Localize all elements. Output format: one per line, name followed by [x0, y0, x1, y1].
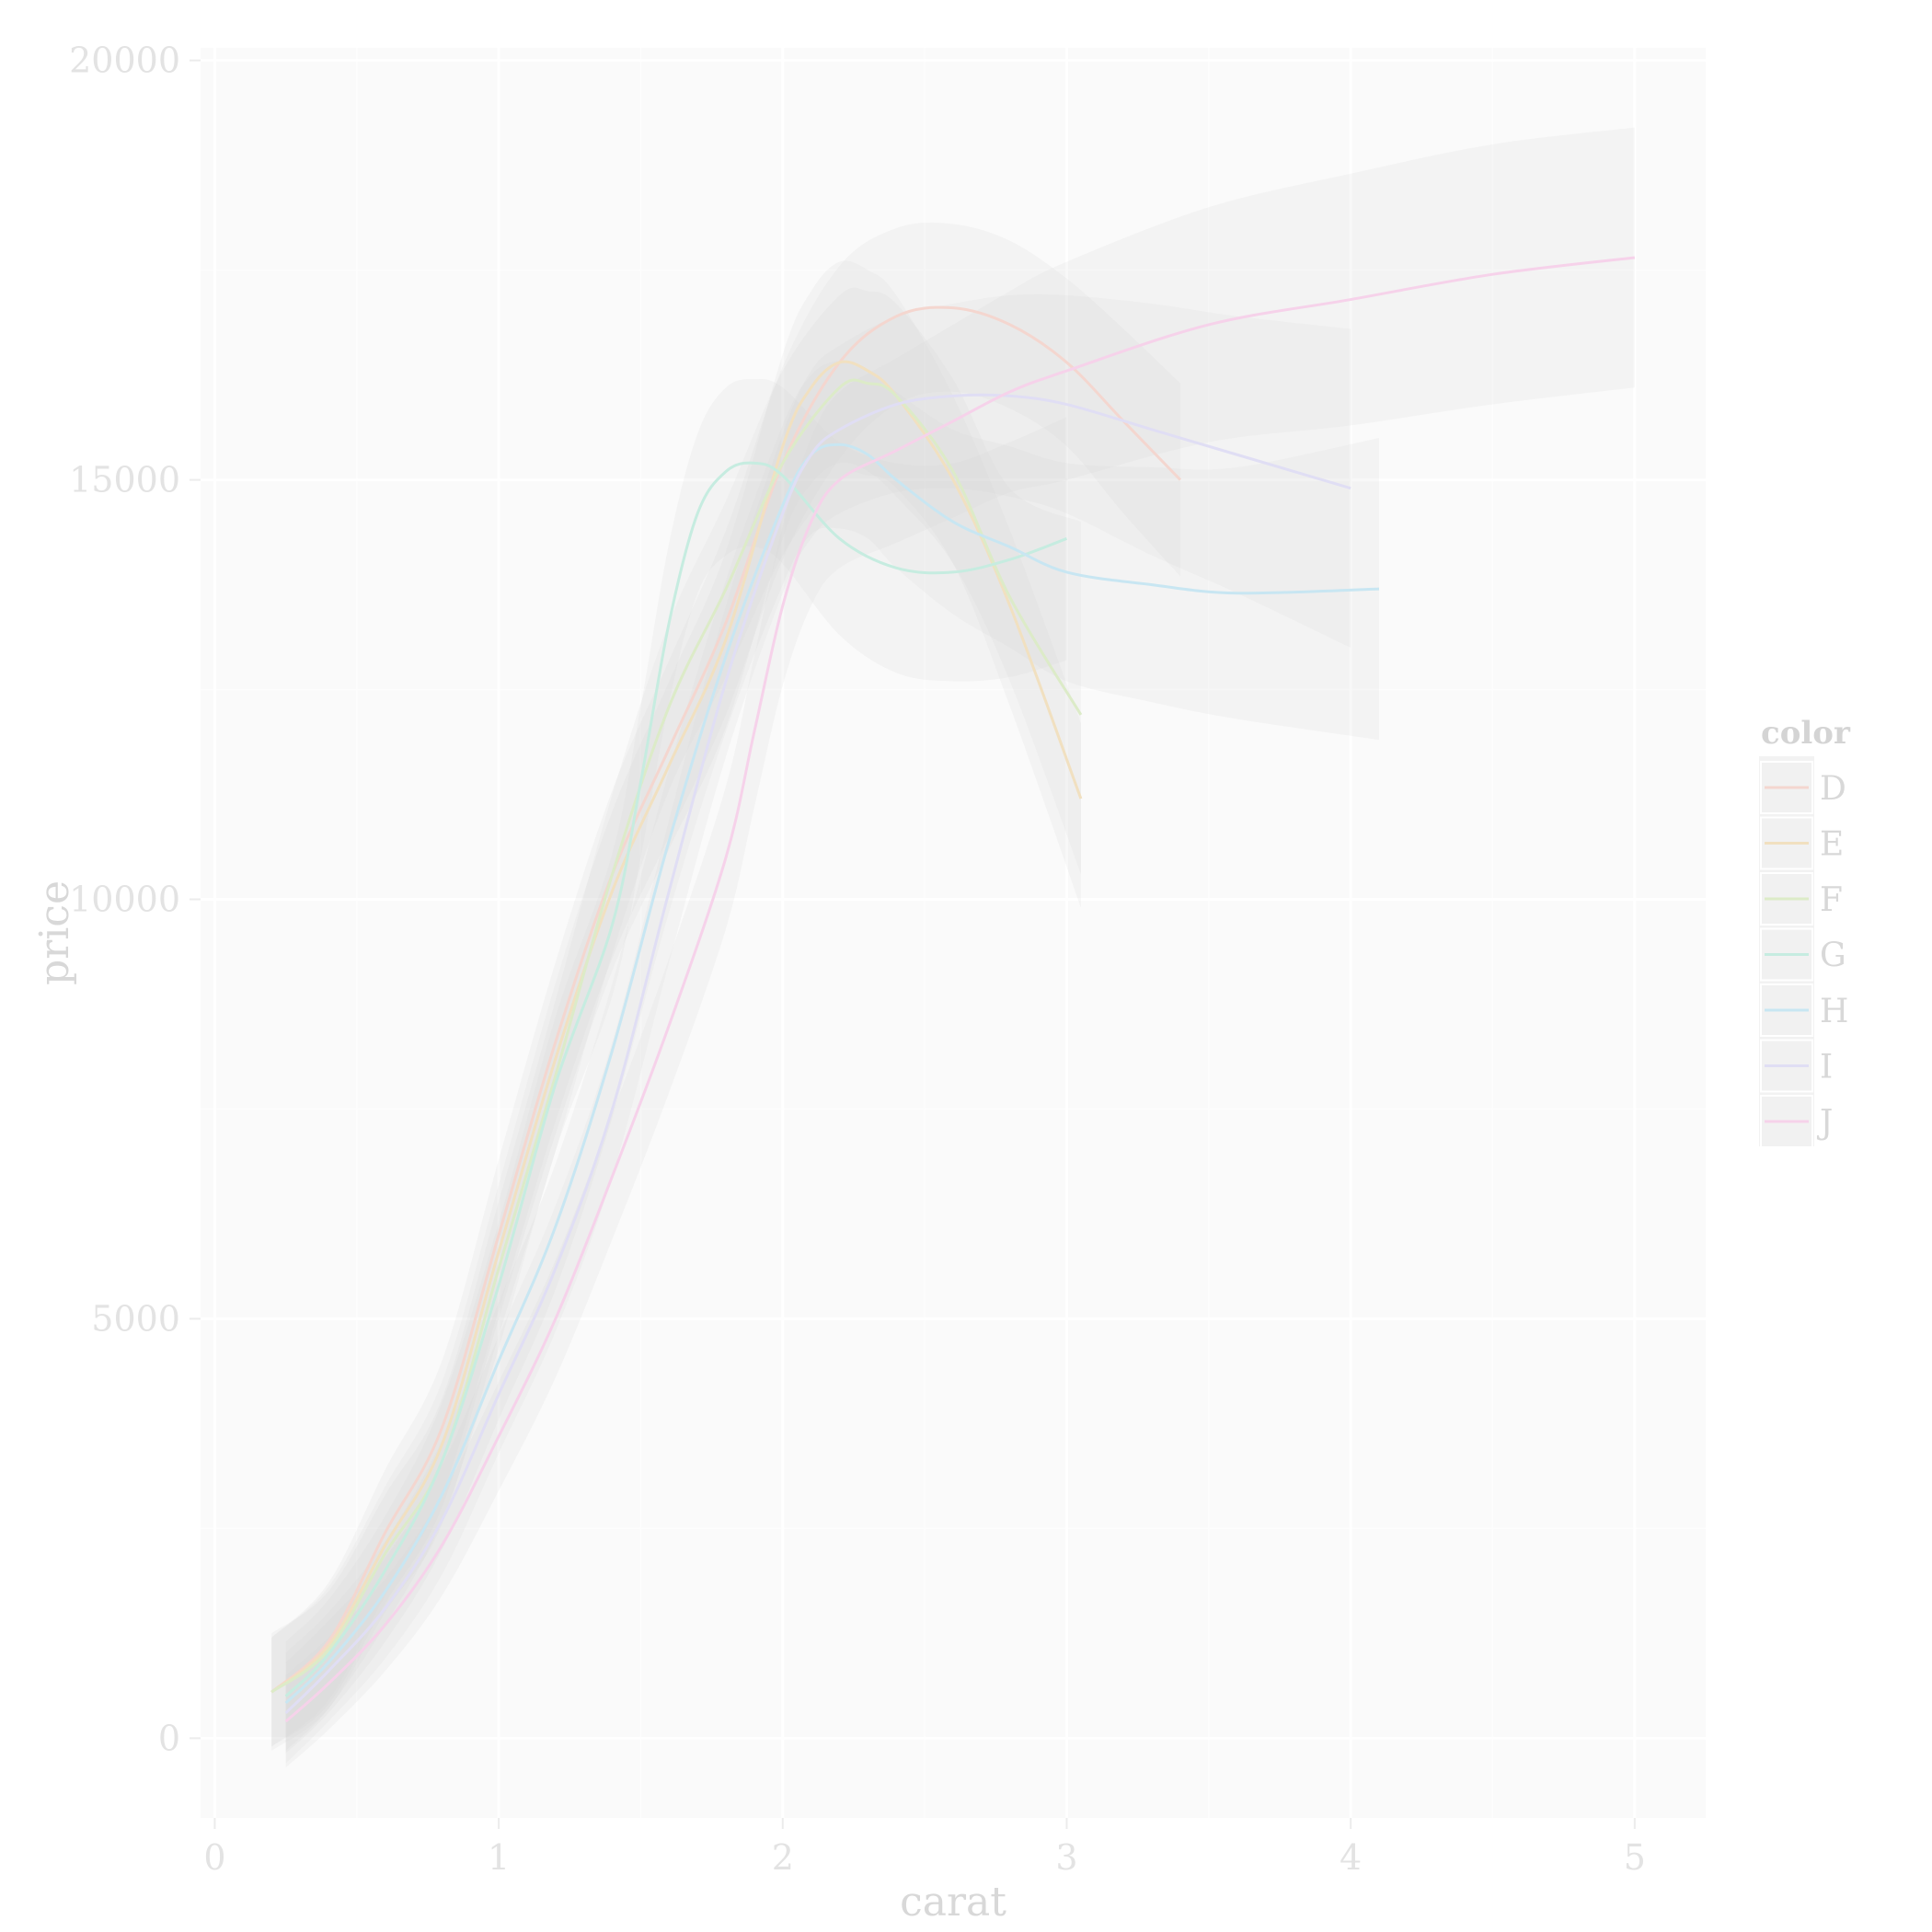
x-axis-title: carat	[900, 1879, 1006, 1926]
y-axis-title: price	[31, 880, 78, 985]
series-line-D	[270, 305, 1182, 1694]
legend-label-E: E	[1820, 826, 1844, 864]
series-line-J	[284, 256, 1636, 1723]
y-tick-label: 20000	[69, 40, 180, 81]
x-tick-label: 5	[1624, 1837, 1646, 1878]
y-tick-label: 10000	[69, 880, 180, 920]
axes: 0 1 2 3 4 5 0 5000 10000 15000 20000	[69, 40, 1646, 1878]
y-tick-label: 5000	[91, 1298, 180, 1339]
legend-label-H: H	[1820, 993, 1848, 1030]
legend-label-I: I	[1820, 1049, 1833, 1087]
series-line-H	[284, 443, 1380, 1705]
confidence-band-G	[285, 378, 1067, 1752]
x-tick-label: 2	[772, 1837, 794, 1878]
series-line-I	[284, 393, 1351, 1715]
plot-panel	[201, 48, 1706, 1818]
confidence-band-J	[285, 127, 1635, 1768]
legend-label-J: J	[1816, 1104, 1833, 1142]
legend-label-F: F	[1820, 881, 1843, 919]
legend-label-D: D	[1820, 770, 1846, 808]
y-tick-label: 15000	[69, 460, 180, 500]
x-tick-label: 3	[1055, 1837, 1077, 1878]
x-tick-label: 4	[1340, 1837, 1362, 1878]
x-tick-label: 1	[488, 1837, 510, 1878]
series-line-G	[284, 461, 1067, 1697]
x-tick-label: 0	[203, 1837, 225, 1878]
legend-label-G: G	[1820, 937, 1846, 975]
series-lines	[270, 256, 1636, 1723]
confidence-band-F	[271, 287, 1081, 1752]
y-tick-label: 0	[158, 1718, 180, 1758]
legend-title: color	[1761, 715, 1851, 752]
series-line-E	[270, 360, 1083, 1694]
confidence-band-E	[271, 260, 1081, 1747]
